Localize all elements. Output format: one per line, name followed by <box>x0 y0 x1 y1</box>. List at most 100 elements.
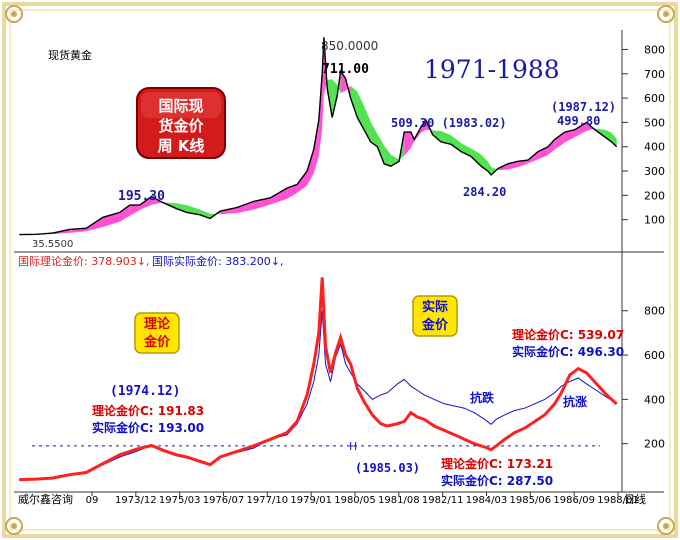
x-tick-label: 1985/06 <box>510 495 552 506</box>
annotation-resist-rise: 抗涨 <box>563 394 587 409</box>
y-tick-label-top: 500 <box>644 116 665 129</box>
period-label: 1971-1988 <box>424 55 560 84</box>
annotation-peak: 850.0000 <box>321 39 378 53</box>
y-tick-label-top: 400 <box>644 141 665 154</box>
x-axis-unit-label: 日线 <box>624 492 646 506</box>
band-segment <box>451 135 462 152</box>
bottom-panel: 200 400 600 800 H 09 1973/12 1975/03 1976/07 1977… <box>19 277 665 506</box>
badge-box <box>136 87 226 159</box>
band-segment <box>404 132 411 156</box>
annotation-711: 711.00 <box>322 62 369 77</box>
annotation-1974-actual: 实际金价C: 193.00 <box>92 420 204 435</box>
band-segment <box>390 154 400 167</box>
band-segment <box>129 205 140 216</box>
annotation-1974-date: (1974.12) <box>110 384 180 399</box>
band-segment <box>337 71 341 96</box>
band-segment <box>139 196 152 210</box>
annotation-resist-fall: 抗跌 <box>470 390 495 405</box>
x-tick-label: 1986/09 <box>553 495 595 506</box>
band-segment <box>574 122 587 137</box>
band-segment <box>384 145 391 167</box>
band-segment <box>119 205 130 222</box>
chart-title: 现货黄金 <box>48 48 92 62</box>
annotation-509: 509.30 (1983.02) <box>391 116 507 130</box>
badge-line-3: 周 K线 <box>158 137 205 155</box>
band-segment <box>611 132 617 147</box>
annotation-499: 499.80 <box>557 114 600 128</box>
annotation-1985-actual: 实际金价C: 287.50 <box>441 473 553 488</box>
company-label: 威尔鑫咨询 <box>18 492 73 506</box>
band-segment <box>461 143 472 157</box>
annotation-1987: (1987.12) <box>551 100 616 114</box>
legend-theory: 国际理论金价: 378.903↓, <box>18 254 149 268</box>
corner-ornament-tl-icon <box>5 5 23 23</box>
x-tick-label: 1980/05 <box>334 495 376 506</box>
band-segment <box>410 132 415 148</box>
band-segment <box>471 148 482 167</box>
callout-theory-2: 金价 <box>143 334 171 350</box>
band-segment <box>340 71 346 94</box>
price-line-top <box>19 37 618 236</box>
band-segment <box>370 121 378 147</box>
reference-line-label: H <box>349 440 357 453</box>
badge-line-1: 国际现 <box>158 97 203 115</box>
y-tick-label-bottom: 200 <box>644 438 665 451</box>
x-tick-label: 1977/10 <box>247 495 289 506</box>
decorative-inner-border <box>9 9 671 531</box>
annotation-284: 284.20 <box>463 185 506 199</box>
annotation-1985-date: (1985.03) <box>355 461 420 475</box>
band-segment <box>538 146 549 160</box>
band-segment <box>420 120 426 133</box>
y-tick-label-bottom: 800 <box>644 305 665 318</box>
band-segment <box>200 209 211 219</box>
annotation-1974-theory: 理论金价C: 191.83 <box>92 403 204 418</box>
top-panel: 100 200 300 400 500 600 700 800 <box>19 37 665 236</box>
band-segment <box>432 130 441 142</box>
x-tick-label: 1988/01 <box>597 495 639 506</box>
x-tick-label: 1981/08 <box>378 495 420 506</box>
callout-theory-1: 理论 <box>144 316 171 332</box>
band-segment <box>297 171 308 193</box>
annotation-1987-theory: 理论金价C: 539.07 <box>512 327 624 342</box>
callout-actual-1: 实际 <box>422 299 448 315</box>
y-tick-label-top: 200 <box>644 189 665 202</box>
band-segment <box>287 184 298 199</box>
band-segment <box>350 85 358 118</box>
band-segment <box>332 79 338 118</box>
annotation-low: 35.5500 <box>32 239 73 250</box>
y-tick-label-top: 600 <box>644 92 665 105</box>
band-segment <box>564 129 575 143</box>
corner-ornament-bl-icon <box>5 517 23 535</box>
theory-price-line <box>19 277 618 482</box>
legend-actual: 国际实际金价: 383.200↓, <box>152 254 283 268</box>
x-tick-label: 1982/11 <box>422 495 464 506</box>
annotation-1985-theory: 理论金价C: 173.21 <box>441 456 553 471</box>
y-tick-label-bottom: 600 <box>644 349 665 362</box>
callout-actual-2: 金价 <box>421 317 449 333</box>
y-tick-label-top: 800 <box>644 43 665 56</box>
band-segment <box>440 130 452 145</box>
callout-actual-box <box>412 295 458 337</box>
y-tick-label-bottom: 400 <box>644 393 665 406</box>
band-segment <box>103 212 120 227</box>
annotation-195: 195.30 <box>118 189 165 204</box>
band-segment <box>517 160 528 168</box>
band-segment <box>548 139 555 155</box>
band-segment <box>270 188 288 205</box>
x-tick-label: 1979/01 <box>290 495 332 506</box>
y-tick-label-top: 100 <box>644 214 665 227</box>
band-segment <box>307 149 314 186</box>
band-segment <box>554 132 565 150</box>
band-segment <box>176 203 187 213</box>
x-tick-label: 1984/03 <box>466 495 508 506</box>
band-segment <box>220 207 237 215</box>
corner-ornament-tr-icon <box>657 5 675 23</box>
band-segment <box>377 133 385 164</box>
x-tick-label: 09 <box>86 495 99 506</box>
band-segment <box>364 105 371 142</box>
corner-ornament-br-icon <box>657 517 675 535</box>
annotation-1987-actual: 实际金价C: 496.30 <box>512 344 624 359</box>
callout-theory-box <box>134 312 180 354</box>
